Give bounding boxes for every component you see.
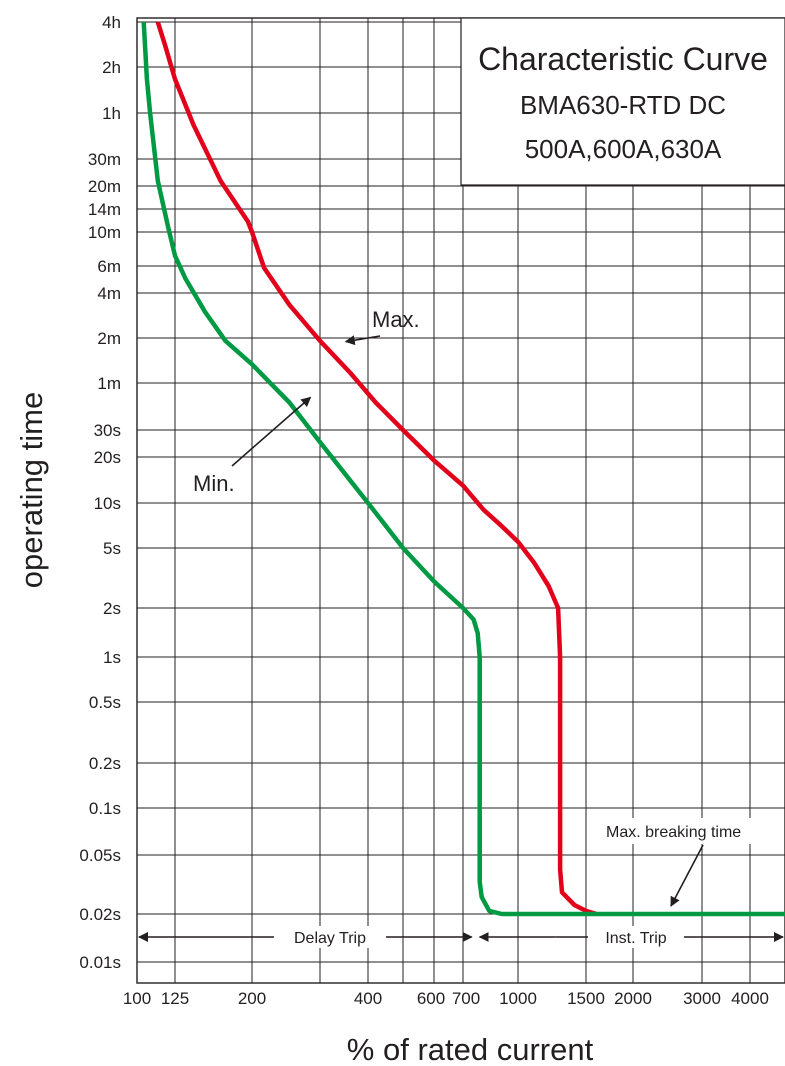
y-tick-label: 0.2s xyxy=(89,754,121,773)
x-tick-label: 2000 xyxy=(614,989,652,1008)
delay-trip-label: Delay Trip xyxy=(294,930,366,947)
annotation-min-label: Min. xyxy=(193,471,235,496)
annotation-breaking-bg xyxy=(600,818,780,844)
y-tick-label: 20m xyxy=(88,177,121,196)
chart-subtitle-line-1: BMA630-RTD DC xyxy=(520,90,726,120)
inst-trip-label: Inst. Trip xyxy=(605,930,666,947)
x-tick-label: 700 xyxy=(452,989,480,1008)
annotation-breaking-time-arrow xyxy=(670,844,704,907)
annotations: Max. Min. Max. breaking time Delay Trip Inst… xyxy=(138,307,784,948)
annotation-max-label: Max. xyxy=(372,307,420,332)
y-tick-label: 4m xyxy=(97,284,121,303)
y-tick-label: 2s xyxy=(103,599,121,618)
y-tick-label: 5s xyxy=(103,539,121,558)
x-tick-label: 400 xyxy=(354,989,382,1008)
annotation-min-arrow xyxy=(231,396,312,467)
inst-trip-label-bg xyxy=(588,926,684,948)
x-tick-label: 200 xyxy=(238,989,266,1008)
y-tick-label: 30s xyxy=(94,421,121,440)
chart-subtitle-line-2: 500A,600A,630A xyxy=(525,134,722,164)
x-tick-label: 600 xyxy=(417,989,445,1008)
x-tick-label: 100 xyxy=(123,989,151,1008)
y-tick-label: 1m xyxy=(97,374,121,393)
y-tick-label: 1h xyxy=(102,104,121,123)
title-box xyxy=(460,17,785,186)
y-tick-label: 2h xyxy=(102,58,121,77)
y-tick-label: 0.01s xyxy=(79,953,121,972)
x-tick-label: 125 xyxy=(161,989,189,1008)
y-tick-label: 20s xyxy=(94,448,121,467)
y-axis-title: operating time xyxy=(14,392,49,588)
series-curves xyxy=(141,21,785,917)
series-line-min xyxy=(141,21,785,917)
chart-title: Characteristic Curve xyxy=(478,41,768,77)
y-tick-label: 0.1s xyxy=(89,799,121,818)
x-axis-title: % of rated current xyxy=(347,1032,594,1066)
annotation-max-arrow xyxy=(344,335,381,346)
y-tick-label: 1s xyxy=(103,648,121,667)
y-tick-label: 14m xyxy=(88,200,121,219)
y-tick-label: 10s xyxy=(94,494,121,513)
x-tick-label: 1000 xyxy=(499,989,537,1008)
annotation-breaking-time-label: Max. breaking time xyxy=(606,824,741,841)
tick-labels: 4h 2h 1h 30m 20m 14m 10m 6m 4m 2m 1m 30s 20s 10s 5s 2s 1… xyxy=(79,13,769,1008)
x-tick-label: 3000 xyxy=(683,989,721,1008)
y-tick-label: 0.02s xyxy=(79,905,121,924)
x-tick-label: 1500 xyxy=(567,989,605,1008)
y-tick-label: 6m xyxy=(97,257,121,276)
x-tick-label: 4000 xyxy=(731,989,769,1008)
series-line-max xyxy=(155,21,598,917)
y-tick-label: 10m xyxy=(88,223,121,242)
y-tick-label: 30m xyxy=(88,150,121,169)
delay-trip-label-bg xyxy=(274,926,386,948)
y-tick-label: 2m xyxy=(97,329,121,348)
y-tick-label: 4h xyxy=(102,13,121,32)
y-tick-label: 0.5s xyxy=(89,693,121,712)
y-tick-label: 0.05s xyxy=(79,846,121,865)
